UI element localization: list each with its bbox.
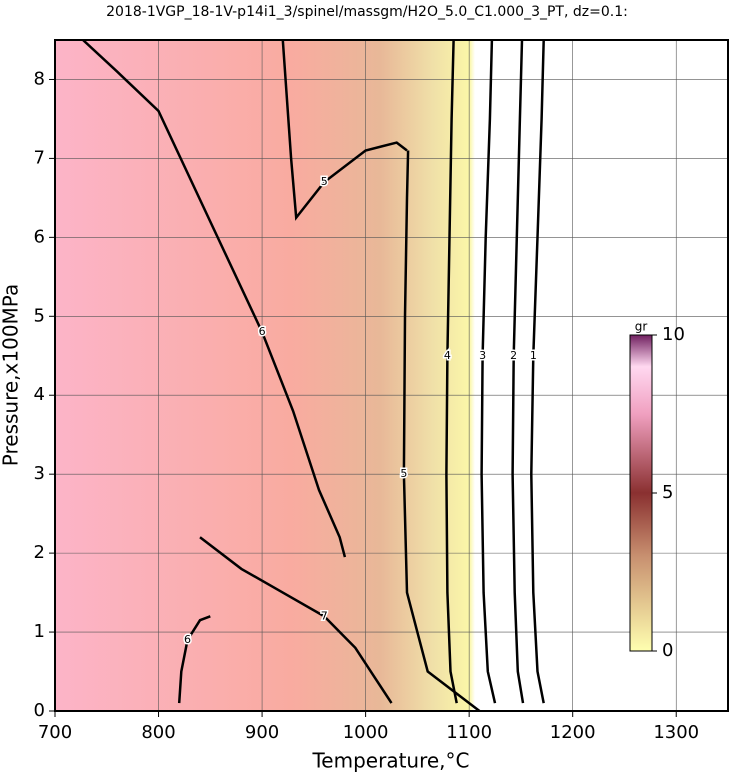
contour-line (199, 536, 393, 704)
contour-label: 3 (479, 349, 486, 362)
contour-line (445, 40, 458, 704)
y-tick-label: 3 (34, 463, 45, 484)
x-axis-label: Temperature,°C (311, 749, 469, 773)
colorbar-tick-label: 5 (662, 482, 673, 503)
contour-label: 6 (184, 633, 191, 646)
x-tick-label: 1300 (653, 722, 699, 743)
x-tick-label: 900 (245, 722, 279, 743)
contour-line (177, 615, 211, 704)
colorbar-tick-label: 10 (662, 324, 685, 345)
y-tick-label: 8 (34, 68, 45, 89)
colorbar-tick-label: 0 (662, 640, 673, 661)
x-tick-label: 700 (38, 722, 72, 743)
colorbar-label: gr (635, 320, 648, 334)
y-axis-label: Pressure,x100MPa (0, 284, 23, 466)
y-tick-label: 6 (34, 226, 45, 247)
contour-line (530, 40, 545, 704)
y-tick-label: 5 (34, 305, 45, 326)
field-shading (55, 40, 580, 711)
contour-label: 2 (510, 349, 517, 362)
y-tick-label: 1 (34, 621, 45, 642)
contour-line (281, 40, 408, 221)
contour-label: 7 (321, 609, 328, 622)
contour-line (402, 150, 481, 711)
contour-line (511, 40, 525, 704)
contour-label: 5 (321, 175, 328, 188)
contour-line (82, 40, 347, 558)
y-tick-label: 7 (34, 147, 45, 168)
x-tick-label: 800 (141, 722, 175, 743)
contour-label: 5 (400, 467, 407, 480)
contour-line (480, 40, 497, 704)
x-tick-label: 1200 (550, 722, 596, 743)
y-tick-label: 2 (34, 542, 45, 563)
y-tick-label: 0 (34, 700, 45, 721)
x-tick-label: 1100 (446, 722, 492, 743)
chart-title: 2018-1VGP_18-1V-p14i1_3/spinel/massgm/H2… (106, 4, 628, 20)
contour-label: 1 (530, 349, 537, 362)
x-tick-label: 1000 (343, 722, 389, 743)
y-tick-label: 4 (34, 384, 45, 405)
contours: 4 3 2 1 5 5 6 7 6 (82, 40, 545, 711)
colorbar (629, 334, 653, 652)
contour-label: 4 (444, 349, 451, 362)
plot-frame (54, 39, 729, 712)
contour-label: 6 (259, 325, 266, 338)
